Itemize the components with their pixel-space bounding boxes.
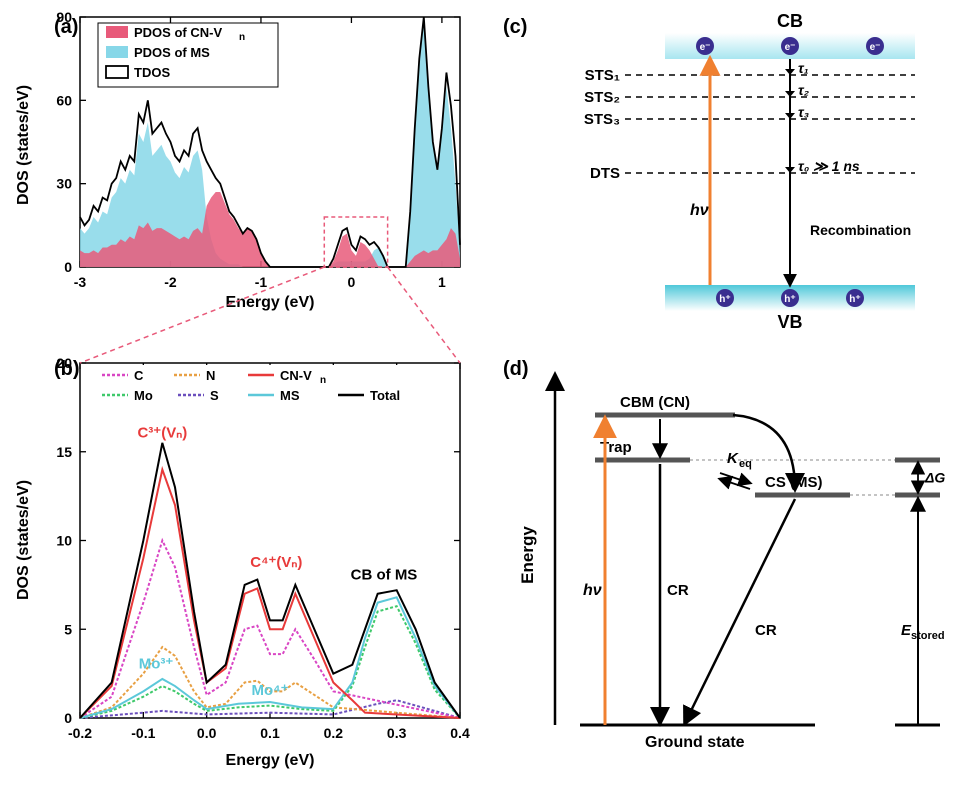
svg-text:S: S <box>210 388 219 403</box>
svg-text:Ground state: Ground state <box>645 734 745 751</box>
svg-text:e⁻: e⁻ <box>785 42 796 53</box>
svg-text:PDOS of MS: PDOS of MS <box>134 45 210 60</box>
svg-text:MS: MS <box>280 388 300 403</box>
svg-text:-2: -2 <box>164 274 177 290</box>
svg-text:-0.1: -0.1 <box>131 725 155 741</box>
svg-text:STS₃: STS₃ <box>584 111 620 128</box>
svg-text:K: K <box>727 450 739 467</box>
svg-text:CN-V: CN-V <box>280 368 312 383</box>
svg-text:τ₁: τ₁ <box>798 60 809 76</box>
svg-text:Mo³⁺: Mo³⁺ <box>139 655 174 672</box>
svg-text:STS₂: STS₂ <box>584 89 620 106</box>
panel-b: (b) -0.2-0.10.00.10.20.30.405101520C³⁺(V… <box>10 355 480 775</box>
svg-text:CBM (CN): CBM (CN) <box>620 394 690 411</box>
svg-text:hν: hν <box>690 202 709 219</box>
svg-text:0: 0 <box>64 710 72 726</box>
svg-text:0.2: 0.2 <box>324 725 344 741</box>
svg-text:Energy: Energy <box>518 526 537 584</box>
panel-d-label: (d) <box>503 358 529 380</box>
panel-b-ylabel: DOS (states/eV) <box>15 480 32 600</box>
svg-text:60: 60 <box>56 92 72 108</box>
svg-text:Mo: Mo <box>134 388 153 403</box>
svg-text:e⁻: e⁻ <box>870 42 881 53</box>
svg-text:stored: stored <box>911 630 945 642</box>
svg-text:n: n <box>320 375 326 386</box>
panel-d: (d) EnergyGround stateCBM (CN)TrapCS (MS… <box>495 355 955 775</box>
svg-text:STS₁: STS₁ <box>585 67 620 84</box>
svg-text:τ₂: τ₂ <box>798 82 809 98</box>
svg-text:CR: CR <box>755 622 777 639</box>
svg-text:0: 0 <box>348 274 356 290</box>
svg-text:Mo⁴⁺: Mo⁴⁺ <box>252 682 289 699</box>
svg-text:10: 10 <box>56 533 72 549</box>
svg-text:0.0: 0.0 <box>197 725 217 741</box>
svg-text:15: 15 <box>56 444 72 460</box>
svg-text:PDOS of CN-V: PDOS of CN-V <box>134 25 222 40</box>
svg-text:0.1: 0.1 <box>260 725 280 741</box>
svg-text:ΔG: ΔG <box>924 470 945 486</box>
svg-text:20: 20 <box>56 355 72 371</box>
svg-text:Recombination: Recombination <box>810 222 911 238</box>
svg-text:0: 0 <box>64 259 72 275</box>
svg-text:-0.2: -0.2 <box>68 725 92 741</box>
svg-text:0.4: 0.4 <box>450 725 470 741</box>
svg-text:τ₀ ≫ 1 ns: τ₀ ≫ 1 ns <box>798 158 860 174</box>
svg-text:N: N <box>206 368 215 383</box>
svg-text:DTS: DTS <box>590 165 620 182</box>
svg-text:C: C <box>134 368 144 383</box>
svg-text:n: n <box>239 32 245 43</box>
svg-text:C³⁺(Vₙ): C³⁺(Vₙ) <box>137 425 187 442</box>
svg-text:1: 1 <box>438 274 446 290</box>
svg-text:5: 5 <box>64 621 72 637</box>
svg-text:CR: CR <box>667 582 689 599</box>
panel-a-ylabel: DOS (states/eV) <box>15 85 32 205</box>
svg-text:CB: CB <box>777 11 803 31</box>
svg-text:hν: hν <box>583 582 602 599</box>
svg-text:h⁺: h⁺ <box>849 294 860 305</box>
panel-a: (a) -3-2-1010306090PDOS of CN-VnPDOS of … <box>10 5 480 315</box>
svg-text:-3: -3 <box>74 274 87 290</box>
svg-text:τ₃: τ₃ <box>798 104 809 120</box>
svg-text:eq: eq <box>739 458 752 470</box>
svg-text:TDOS: TDOS <box>134 65 170 80</box>
svg-text:VB: VB <box>777 312 802 332</box>
svg-text:30: 30 <box>56 176 72 192</box>
panel-b-xlabel: Energy (eV) <box>226 752 315 769</box>
svg-text:h⁺: h⁺ <box>719 294 730 305</box>
svg-text:CB of MS: CB of MS <box>351 567 418 584</box>
svg-text:-1: -1 <box>255 274 268 290</box>
panel-a-xlabel: Energy (eV) <box>226 294 315 311</box>
svg-text:0.3: 0.3 <box>387 725 407 741</box>
svg-text:Total: Total <box>370 388 400 403</box>
panel-c: (c) CB e⁻ e⁻ e⁻ VB h⁺ h⁺ h⁺ STS₁ τ₁ STS₂ τ₂ STS₃ τ₃ DT… <box>495 5 955 335</box>
panel-c-label: (c) <box>503 16 527 38</box>
svg-text:C⁴⁺(Vₙ): C⁴⁺(Vₙ) <box>250 554 302 571</box>
svg-text:h⁺: h⁺ <box>784 294 795 305</box>
svg-text:90: 90 <box>56 9 72 25</box>
svg-text:e⁻: e⁻ <box>700 42 711 53</box>
